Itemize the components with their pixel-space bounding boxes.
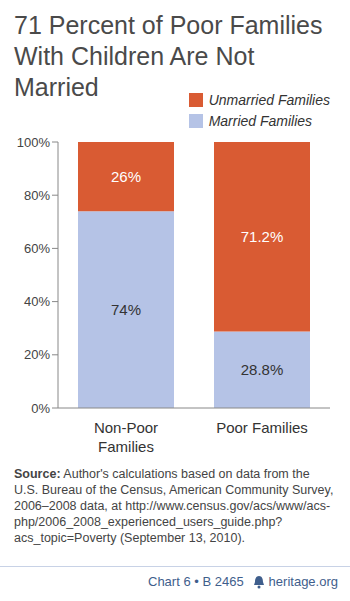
svg-text:74%: 74% [111,301,141,318]
svg-text:26%: 26% [111,168,141,185]
svg-text:28.8%: 28.8% [241,361,284,378]
html-text:Married Families: Married Families [208,113,313,129]
html-text:Unmarried Families: Unmarried Families [208,92,330,108]
svg-text:0%: 0% [31,401,50,416]
html-text:Chart 6 • B 2465: Chart 6 • B 2465 [148,574,244,589]
svg-text:60%: 60% [24,241,50,256]
html-text:heritage.org: heritage.org [268,574,338,589]
svg-text:20%: 20% [24,347,50,362]
html-text:Source: Author's calculations: Source: Author's calculations based on d… [14,467,334,545]
svg-text:Poor Families: Poor Families [216,419,308,436]
svg-text:80%: 80% [24,188,50,203]
svg-text:71.2%: 71.2% [241,228,284,245]
html-text:71 Percent of Poor Families Wi: 71 Percent of Poor Families With Childre… [14,11,323,101]
svg-text:Non-PoorFamilies: Non-PoorFamilies [94,419,158,455]
svg-text:100%: 100% [17,135,51,150]
svg-text:40%: 40% [24,294,50,309]
